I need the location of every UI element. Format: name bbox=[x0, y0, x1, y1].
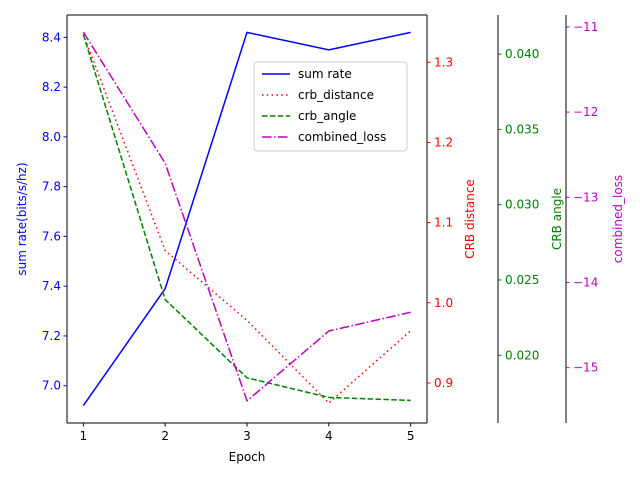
y-tick-label: −11 bbox=[573, 20, 598, 34]
x-axis-label: Epoch bbox=[229, 450, 266, 464]
y-tick-label: 1.2 bbox=[434, 135, 453, 149]
y-tick-label: 8.4 bbox=[42, 30, 61, 44]
legend-label: sum rate bbox=[298, 67, 352, 81]
y-tick-label: 1.1 bbox=[434, 216, 453, 230]
y-tick-label: 1.0 bbox=[434, 296, 453, 310]
y-tick-label: 0.040 bbox=[505, 47, 539, 61]
y-axis-label-combined-loss: combined_loss bbox=[611, 175, 625, 263]
y-tick-label: 1.3 bbox=[434, 55, 453, 69]
y-tick-label: 7.2 bbox=[42, 329, 61, 343]
y-tick-label: 7.6 bbox=[42, 229, 61, 243]
legend: sum rate crb_distance crb_angle combined_lo… bbox=[253, 61, 408, 152]
y-tick-label: 7.0 bbox=[42, 379, 61, 393]
y-tick-label: 0.030 bbox=[505, 198, 539, 212]
y-axis-label-sum-rate: sum rate(bits/s/hz) bbox=[15, 162, 29, 275]
x-tick-label: 2 bbox=[161, 429, 169, 443]
y-tick-label: −13 bbox=[573, 190, 598, 204]
legend-label: crb_distance bbox=[298, 88, 374, 102]
axes-layer: 1 2 3 4 5 Epoch 7.0 7.2 7.4 7.6 7.8 8.0 8.2 8.4 sum ra… bbox=[15, 14, 625, 464]
y-axis-label-crb-angle: CRB angle bbox=[550, 188, 564, 250]
y-tick-label: 0.025 bbox=[505, 273, 539, 287]
x-tick-label: 3 bbox=[243, 429, 251, 443]
y-tick-label: −12 bbox=[573, 105, 598, 119]
y-tick-label: −14 bbox=[573, 275, 598, 289]
y-axis-label-crb-distance: CRB distance bbox=[463, 179, 477, 259]
y-tick-label: 7.4 bbox=[42, 279, 61, 293]
legend-label: combined_loss bbox=[298, 130, 386, 144]
y-tick-label: 8.2 bbox=[42, 80, 61, 94]
y-tick-label: 7.8 bbox=[42, 180, 61, 194]
x-tick-label: 1 bbox=[80, 429, 88, 443]
y-tick-label: 0.035 bbox=[505, 122, 539, 136]
x-tick-label: 4 bbox=[325, 429, 333, 443]
y-tick-label: 8.0 bbox=[42, 130, 61, 144]
series-line-crb-angle bbox=[82, 34, 411, 402]
series-layer bbox=[82, 31, 412, 407]
y-tick-label: 0.9 bbox=[434, 376, 453, 390]
legend-box bbox=[253, 61, 408, 152]
x-tick-label: 5 bbox=[407, 429, 415, 443]
series-line-sum-rate bbox=[82, 31, 411, 407]
series-line-combined-loss bbox=[82, 31, 411, 402]
series-line-crb-distance bbox=[82, 33, 412, 404]
legend-label: crb_angle bbox=[298, 109, 356, 123]
y-tick-label: 0.020 bbox=[505, 348, 539, 362]
y-tick-label: −15 bbox=[573, 361, 598, 375]
